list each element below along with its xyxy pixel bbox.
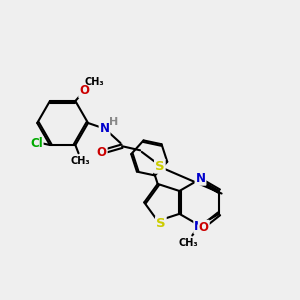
Text: N: N [196,172,206,185]
Text: CH₃: CH₃ [85,77,104,87]
Text: S: S [155,160,165,173]
Text: N: N [100,122,110,135]
Text: S: S [156,217,166,230]
Text: O: O [97,146,107,159]
Text: N: N [194,220,204,233]
Text: CH₃: CH₃ [70,156,90,166]
Text: CH₃: CH₃ [178,238,198,248]
Text: O: O [199,221,209,234]
Text: Cl: Cl [30,137,43,150]
Text: O: O [79,84,89,97]
Text: H: H [110,117,119,127]
